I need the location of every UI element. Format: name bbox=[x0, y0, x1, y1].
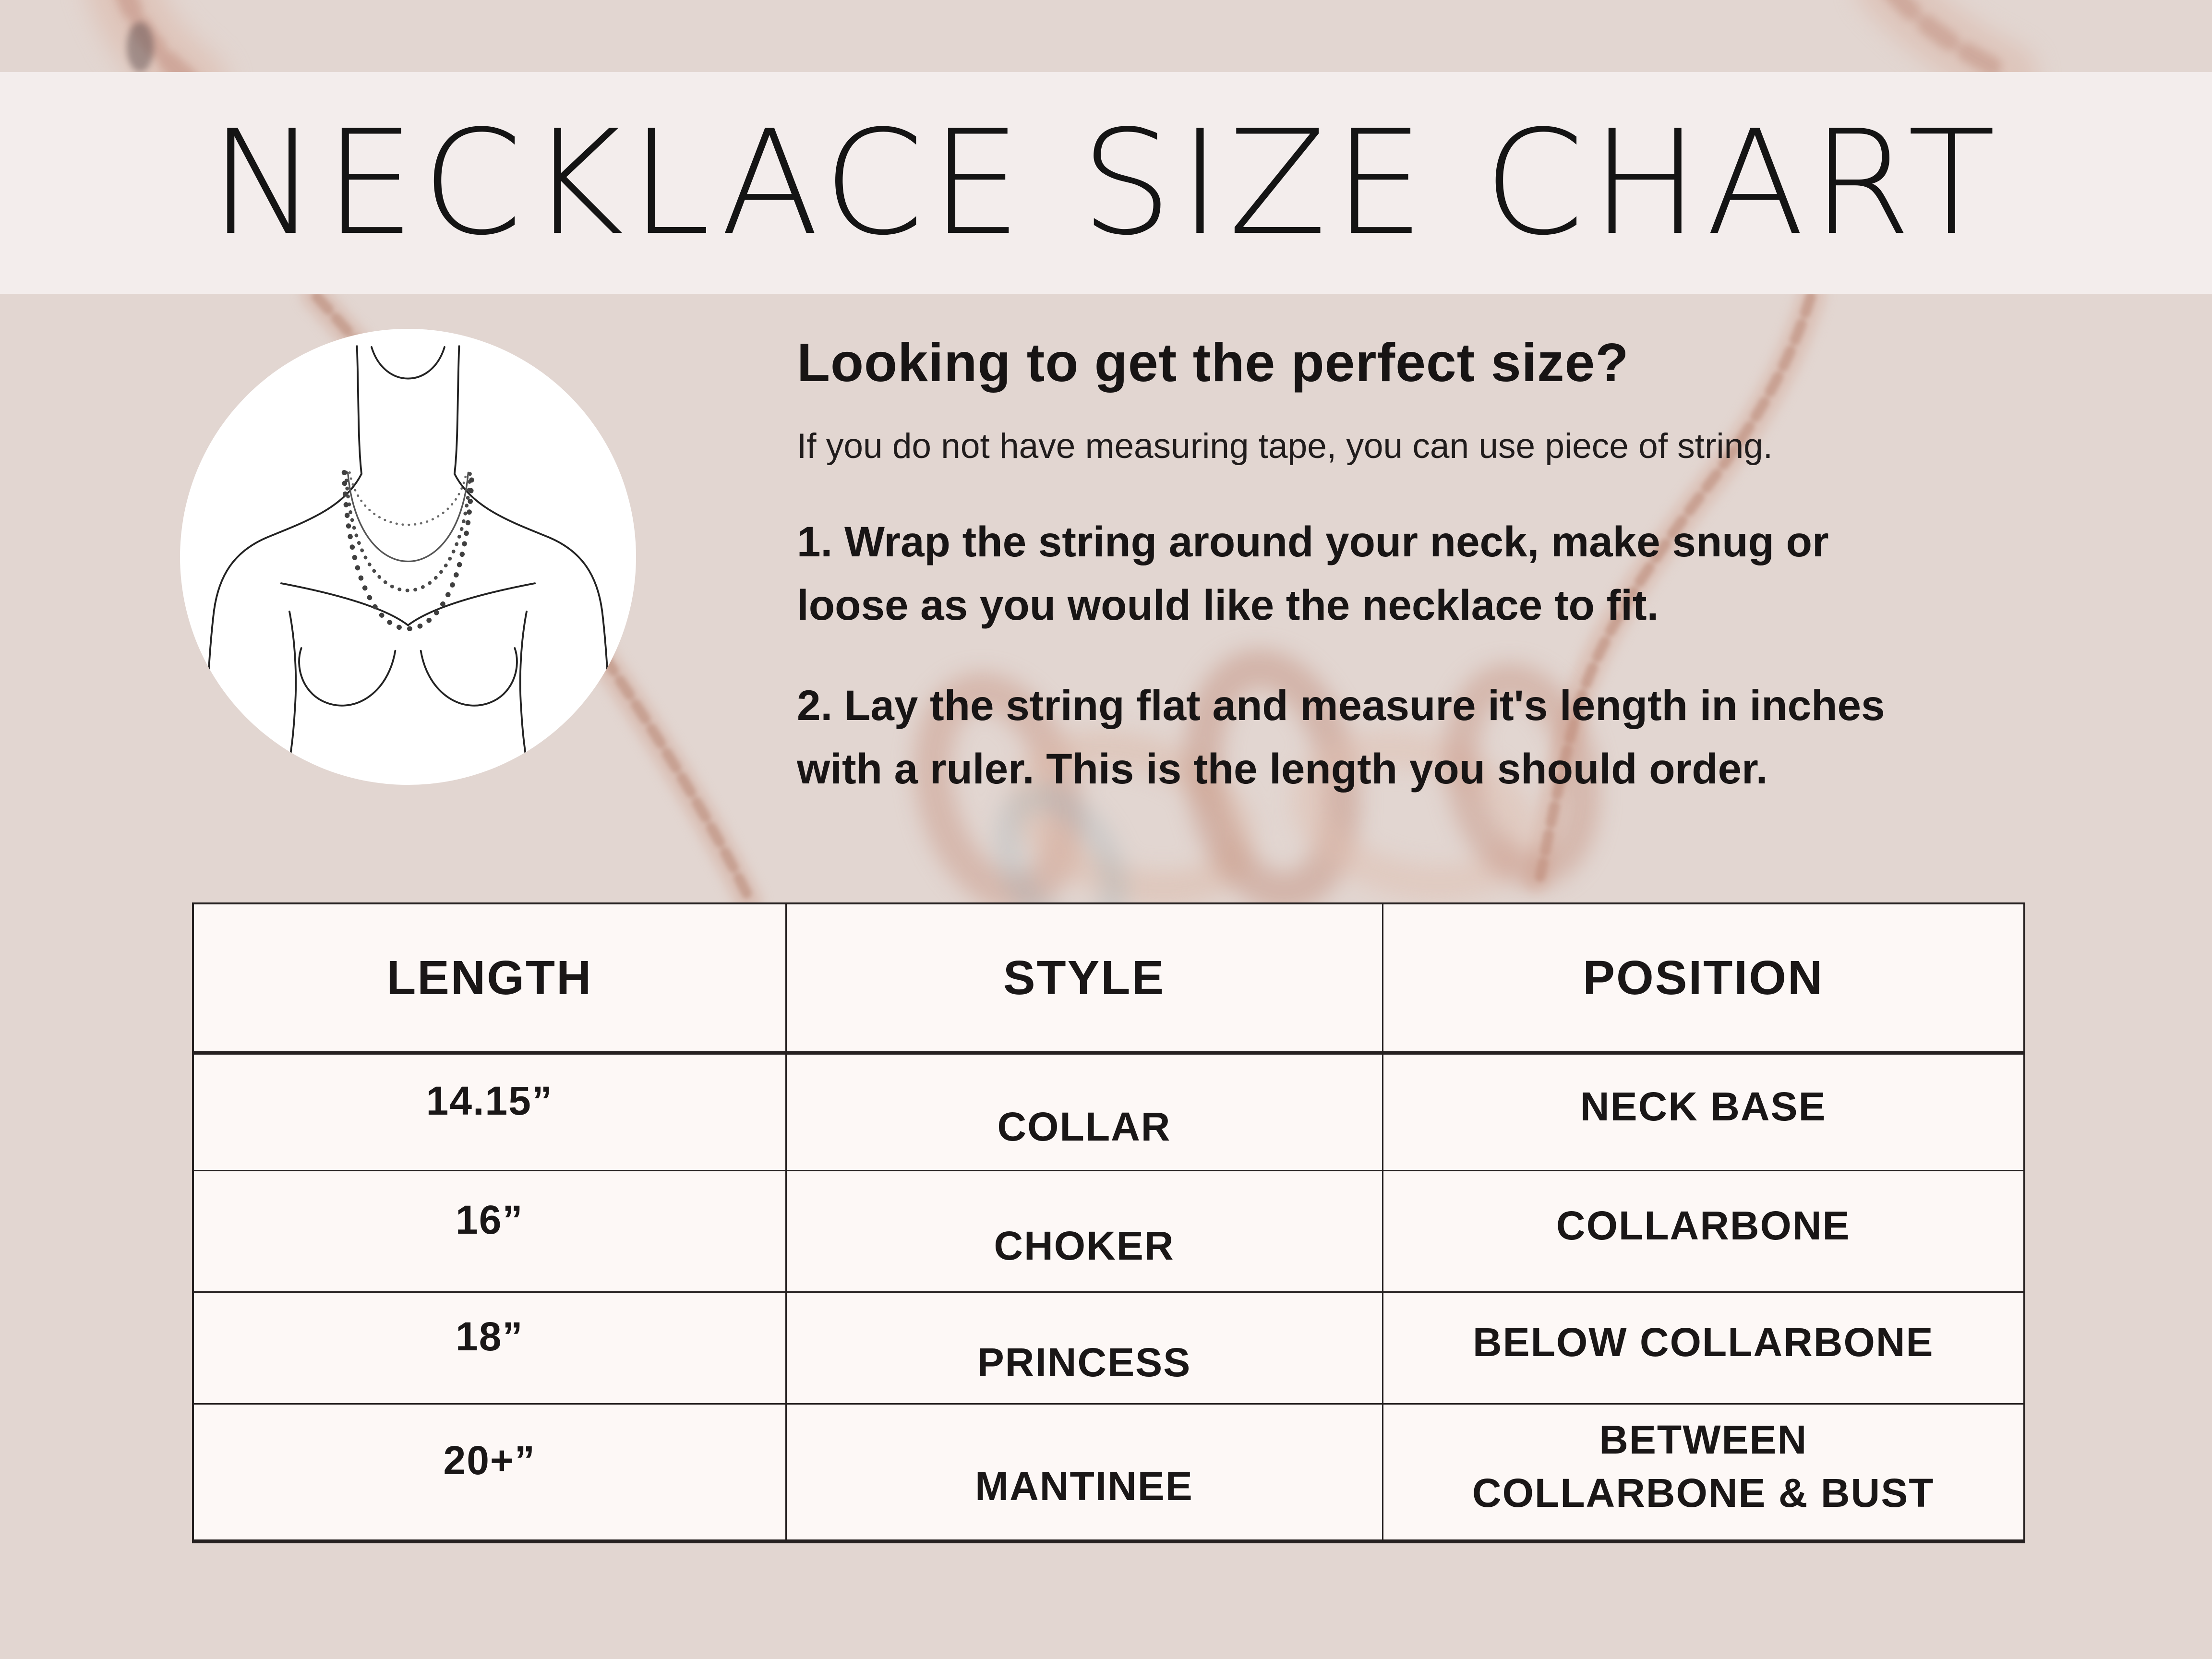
step-2: 2. Lay the string flat and measure it's … bbox=[797, 681, 1885, 793]
length-value: 16” bbox=[456, 1197, 524, 1242]
length-cell: 16” bbox=[192, 1170, 787, 1293]
header-style: STYLE bbox=[785, 902, 1383, 1055]
style-value: PRINCESS bbox=[977, 1339, 1191, 1385]
header-length: LENGTH bbox=[192, 902, 787, 1055]
table-row: 20+” MANTINEE BETWEEN COLLARBONE & BUST bbox=[192, 1403, 2025, 1542]
title-band: NECKLACE SIZE CHART bbox=[0, 72, 2212, 294]
position-cell: COLLARBONE bbox=[1382, 1170, 2025, 1293]
style-cell: CHOKER bbox=[785, 1170, 1383, 1293]
length-cell: 18” bbox=[192, 1291, 787, 1405]
length-cell: 20+” bbox=[192, 1403, 787, 1542]
length-cell: 14.15” bbox=[192, 1052, 787, 1171]
necklace-curves bbox=[341, 470, 475, 632]
table-row: 16” CHOKER COLLARBONE bbox=[192, 1170, 2025, 1293]
position-value: BELOW COLLARBONE bbox=[1472, 1319, 1934, 1365]
style-value: COLLAR bbox=[997, 1104, 1171, 1149]
position-value: NECK BASE bbox=[1580, 1083, 1827, 1129]
length-value: 20+” bbox=[443, 1438, 536, 1483]
style-value: MANTINEE bbox=[975, 1464, 1193, 1509]
intro-subtext: If you do not have measuring tape, you c… bbox=[797, 427, 1773, 466]
intro-heading: Looking to get the perfect size? bbox=[797, 332, 1629, 393]
size-chart-table: LENGTH STYLE POSITION 14.15” COLLAR NECK… bbox=[192, 902, 2025, 1543]
position-value: COLLARBONE bbox=[1556, 1202, 1851, 1248]
chain-top-right bbox=[1859, 0, 2038, 106]
style-cell: MANTINEE bbox=[785, 1403, 1383, 1542]
position-cell: BELOW COLLARBONE bbox=[1382, 1291, 2025, 1405]
length-value: 14.15” bbox=[426, 1078, 553, 1123]
length-value: 18” bbox=[456, 1313, 524, 1359]
position-cell: NECK BASE bbox=[1382, 1052, 2025, 1171]
header-position: POSITION bbox=[1382, 902, 2025, 1055]
style-cell: COLLAR bbox=[785, 1052, 1383, 1171]
chain-right-strand bbox=[1522, 281, 1826, 892]
style-value: CHOKER bbox=[994, 1223, 1175, 1268]
necklace-illustration-circle bbox=[180, 329, 636, 785]
step-1: 1. Wrap the string around your neck, mak… bbox=[797, 517, 1829, 629]
chain-top-left bbox=[88, 0, 228, 120]
style-cell: PRINCESS bbox=[785, 1291, 1383, 1405]
position-cell: BETWEEN COLLARBONE & BUST bbox=[1382, 1403, 2025, 1542]
table-row: 14.15” COLLAR NECK BASE bbox=[192, 1052, 2025, 1171]
intro-section: Looking to get the perfect size? If you … bbox=[797, 331, 2160, 838]
position-value: BETWEEN COLLARBONE & BUST bbox=[1472, 1417, 1935, 1515]
table-row: 18” PRINCESS BELOW COLLARBONE bbox=[192, 1291, 2025, 1405]
torso-necklace-lengths-illustration bbox=[204, 345, 612, 771]
table-header-row: LENGTH STYLE POSITION bbox=[192, 902, 2025, 1055]
page-title: NECKLACE SIZE CHART bbox=[209, 99, 2003, 267]
